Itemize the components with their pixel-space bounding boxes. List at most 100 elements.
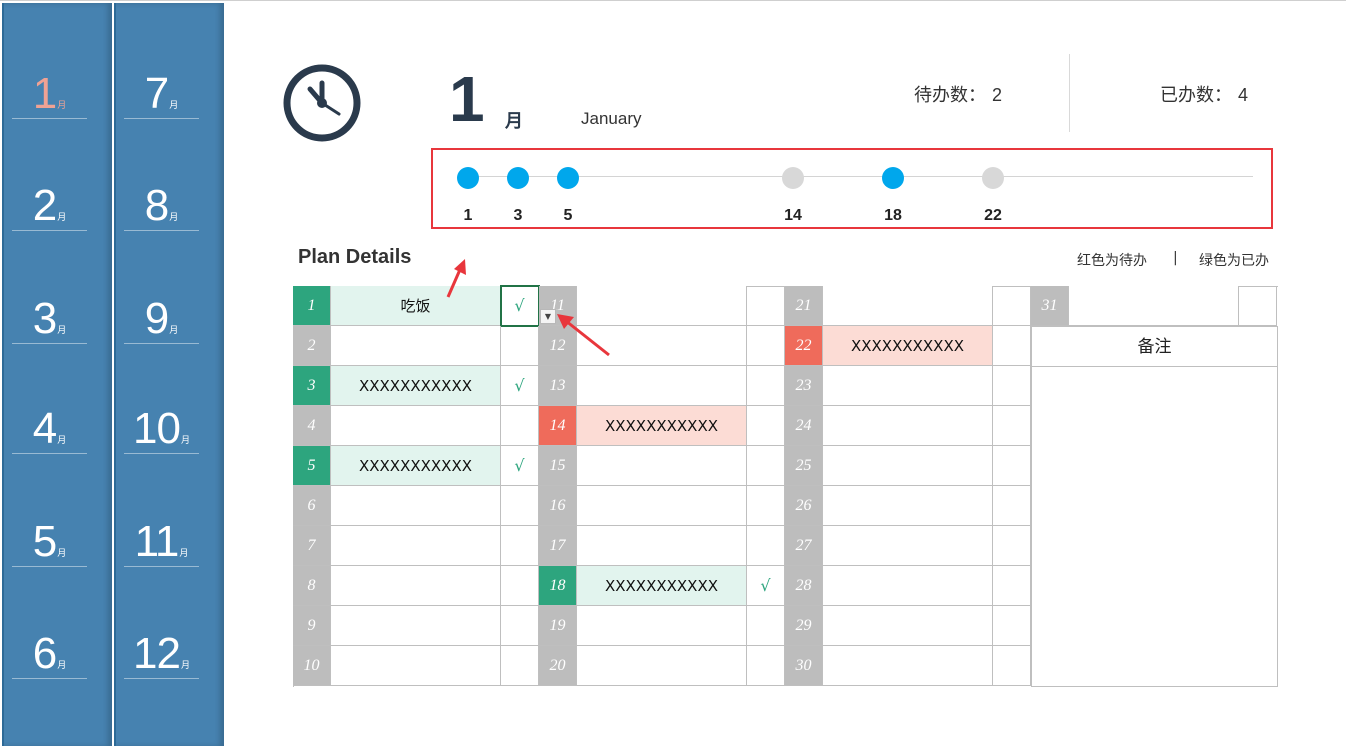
month-item-11[interactable]: 11月 (124, 517, 199, 567)
day-number-cell: 24 (785, 406, 823, 446)
status-mark-cell[interactable] (993, 526, 1031, 566)
status-mark-cell[interactable] (993, 366, 1031, 406)
status-mark-cell[interactable] (747, 446, 785, 486)
month-item-12[interactable]: 12月 (124, 629, 199, 679)
month-unit: 月 (57, 101, 67, 111)
status-mark-cell[interactable] (747, 526, 785, 566)
dropdown-arrow-icon[interactable]: ▼ (540, 309, 556, 324)
day-number-cell: 31 (1031, 286, 1069, 326)
status-mark-cell[interactable] (747, 286, 785, 326)
status-mark-cell[interactable] (501, 326, 539, 366)
done-count-value: 4 (1238, 85, 1249, 105)
timeline-dot-22[interactable] (982, 167, 1004, 189)
task-cell[interactable] (331, 566, 501, 606)
status-mark-cell[interactable] (993, 566, 1031, 606)
task-cell[interactable]: XXXXXXXXXXX (331, 366, 501, 406)
status-mark-cell[interactable]: √ (501, 446, 539, 486)
month-unit: 月 (57, 213, 67, 223)
month-item-10[interactable]: 10月 (124, 404, 199, 454)
task-cell[interactable]: 吃饭 (331, 286, 501, 326)
month-item-7[interactable]: 7月 (124, 69, 199, 119)
month-number: 2 (32, 181, 58, 230)
status-mark-cell[interactable]: √ (501, 366, 539, 406)
task-cell[interactable] (577, 446, 747, 486)
status-mark-cell[interactable]: √ (500, 285, 540, 327)
task-cell[interactable] (331, 326, 501, 366)
task-cell[interactable] (331, 486, 501, 526)
status-mark-cell[interactable] (993, 446, 1031, 486)
task-cell[interactable]: XXXXXXXXXXX (577, 566, 747, 606)
status-mark-cell[interactable] (993, 286, 1031, 326)
timeline-dot-18[interactable] (882, 167, 904, 189)
month-number: 11 (134, 517, 180, 566)
status-mark-cell[interactable] (501, 566, 539, 606)
month-item-6[interactable]: 6月 (12, 629, 87, 679)
task-cell[interactable] (1069, 286, 1239, 326)
timeline-dot-1[interactable] (457, 167, 479, 189)
task-cell[interactable] (823, 406, 993, 446)
task-cell[interactable] (823, 486, 993, 526)
task-cell[interactable] (577, 646, 747, 686)
task-cell[interactable] (577, 326, 747, 366)
timeline-dot-5[interactable] (557, 167, 579, 189)
day-number-cell: 19 (539, 606, 577, 646)
task-cell[interactable] (577, 606, 747, 646)
month-item-9[interactable]: 9月 (124, 294, 199, 344)
task-cell[interactable] (577, 366, 747, 406)
status-mark-cell[interactable] (1239, 286, 1277, 326)
status-mark-cell[interactable] (747, 406, 785, 446)
task-cell[interactable]: XXXXXXXXXXX (331, 446, 501, 486)
status-mark-cell[interactable] (747, 646, 785, 686)
status-mark-cell[interactable] (747, 606, 785, 646)
status-mark-cell[interactable] (747, 326, 785, 366)
status-mark-cell[interactable] (501, 646, 539, 686)
month-item-4[interactable]: 4月 (12, 404, 87, 454)
status-mark-cell[interactable] (993, 486, 1031, 526)
status-mark-cell[interactable] (993, 606, 1031, 646)
month-number: 12 (133, 629, 181, 678)
task-cell[interactable] (331, 606, 501, 646)
timeline-label-1: 1 (463, 207, 473, 224)
status-mark-cell[interactable] (993, 646, 1031, 686)
task-cell[interactable] (823, 526, 993, 566)
status-mark-cell[interactable] (501, 526, 539, 566)
task-cell[interactable] (823, 366, 993, 406)
task-cell[interactable] (577, 486, 747, 526)
status-mark-cell[interactable] (747, 366, 785, 406)
day-number-cell: 27 (785, 526, 823, 566)
month-item-3[interactable]: 3月 (12, 294, 87, 344)
status-mark-cell[interactable] (747, 486, 785, 526)
legend-separator: | (1173, 250, 1178, 266)
task-cell[interactable] (577, 286, 747, 326)
timeline-dot-3[interactable] (507, 167, 529, 189)
status-mark-cell[interactable] (501, 406, 539, 446)
day-number-cell: 10 (293, 646, 331, 686)
month-unit: 月 (57, 661, 67, 671)
status-mark-cell[interactable] (501, 606, 539, 646)
timeline-label-3: 3 (513, 207, 523, 224)
task-cell[interactable] (331, 406, 501, 446)
notes-area[interactable] (1031, 366, 1278, 687)
month-item-5[interactable]: 5月 (12, 517, 87, 567)
task-cell[interactable] (331, 646, 501, 686)
task-cell[interactable] (823, 646, 993, 686)
month-item-8[interactable]: 8月 (124, 181, 199, 231)
task-cell[interactable] (331, 526, 501, 566)
task-cell[interactable] (823, 286, 993, 326)
task-cell[interactable] (823, 446, 993, 486)
task-cell[interactable] (577, 526, 747, 566)
day-number-cell: 9 (293, 606, 331, 646)
task-cell[interactable] (823, 606, 993, 646)
task-cell[interactable] (823, 566, 993, 606)
timeline-dot-14[interactable] (782, 167, 804, 189)
status-mark-cell[interactable] (993, 326, 1031, 366)
month-item-2[interactable]: 2月 (12, 181, 87, 231)
status-mark-cell[interactable]: √ (747, 566, 785, 606)
task-cell[interactable]: XXXXXXXXXXX (823, 326, 993, 366)
status-mark-cell[interactable] (993, 406, 1031, 446)
month-item-1[interactable]: 1月 (12, 69, 87, 119)
status-mark-cell[interactable] (501, 486, 539, 526)
task-cell[interactable]: XXXXXXXXXXX (577, 406, 747, 446)
pending-count-value: 2 (992, 85, 1003, 105)
